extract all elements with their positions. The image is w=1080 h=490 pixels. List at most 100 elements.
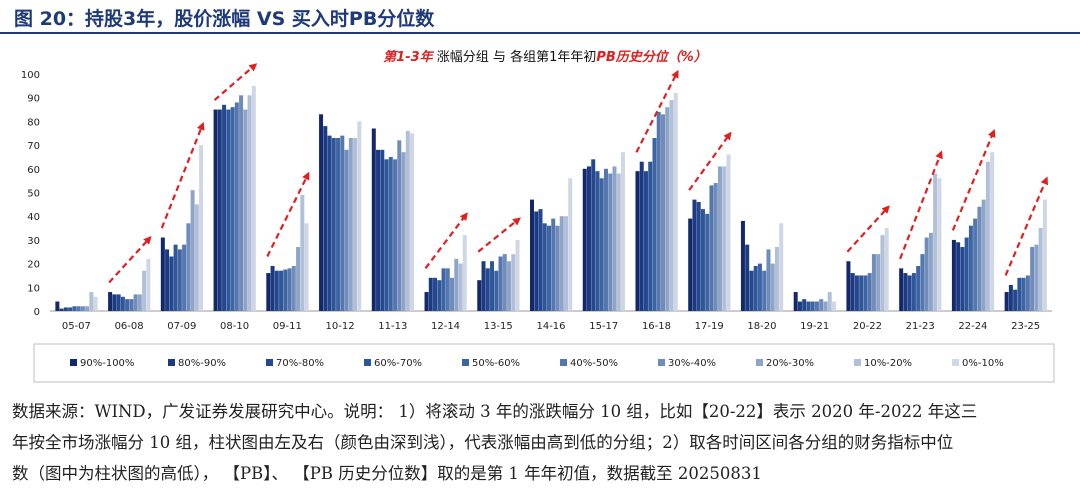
bar: [108, 292, 113, 311]
bar: [660, 114, 665, 311]
bar: [304, 223, 309, 311]
chart-title: 第1-3年 涨幅分组 与 各组第1年年初PB历史分位（%）: [383, 49, 707, 65]
bar: [846, 261, 851, 311]
bar: [327, 135, 332, 311]
bar: [511, 254, 516, 311]
bar: [709, 185, 714, 311]
x-tick-label: 05-07: [62, 321, 91, 332]
trend-arrow: [1004, 176, 1049, 276]
bar: [749, 270, 754, 311]
bar: [291, 265, 296, 311]
bar: [477, 280, 482, 311]
y-tick-label: 50: [27, 189, 40, 200]
bar: [279, 270, 284, 311]
x-axis: 05-07 06-08 07-09 08-10 09-11 10-12 11-13 12-14…: [62, 321, 1040, 332]
bar: [59, 308, 64, 311]
legend-label: 90%-100%: [80, 358, 134, 369]
bar: [639, 161, 644, 311]
bar: [194, 204, 199, 311]
bar: [239, 95, 244, 311]
bar: [745, 244, 750, 311]
bar: [485, 268, 490, 311]
bar: [740, 220, 745, 311]
source-line: 数（图中为柱状图的高低）， 【PB】、 【PB 历史分位数】取的是第 1 年年初…: [12, 464, 762, 483]
bar: [89, 292, 94, 311]
legend-label: 40%-50%: [570, 358, 618, 369]
bar: [1008, 284, 1013, 311]
bar: [916, 265, 921, 311]
x-tick-label: 10-12: [326, 321, 355, 332]
bar: [405, 130, 410, 311]
bar: [323, 126, 328, 311]
bar: [968, 225, 973, 311]
bar: [867, 273, 872, 311]
bar: [72, 306, 77, 311]
bar: [251, 85, 256, 311]
bar: [863, 275, 868, 311]
bar: [348, 137, 353, 311]
x-tick-label: 20-22: [853, 321, 882, 332]
figure-title: 图 20：持股3年，股价涨幅 VS 买入时PB分位数: [14, 8, 435, 30]
bar: [380, 149, 385, 311]
y-tick-label: 90: [27, 94, 40, 105]
bar: [547, 225, 551, 311]
bar: [635, 171, 640, 311]
bar: [165, 249, 170, 311]
bar: [920, 254, 925, 311]
bar: [981, 199, 986, 311]
bar: [397, 140, 402, 311]
x-tick-label: 16-18: [642, 321, 671, 332]
bar: [433, 277, 438, 311]
x-tick-label: 11-13: [378, 321, 407, 332]
bar: [665, 107, 670, 312]
y-tick-label: 100: [21, 70, 40, 81]
bar: [116, 294, 121, 311]
bar: [928, 232, 933, 311]
bar: [68, 307, 73, 311]
bar: [199, 145, 204, 311]
bar: [266, 273, 271, 311]
bar: [538, 209, 543, 311]
bar: [1004, 292, 1009, 311]
bar: [819, 299, 824, 311]
bar: [1042, 199, 1047, 311]
legend-box: [33, 343, 1055, 383]
bar: [55, 301, 60, 311]
bar: [376, 149, 381, 311]
bar: [559, 216, 564, 311]
trend-arrow: [266, 171, 310, 257]
trend-arrow: [688, 131, 732, 191]
bar: [1034, 244, 1039, 311]
bar: [401, 152, 406, 311]
legend-swatch: [854, 359, 861, 366]
legend-swatch: [658, 359, 665, 366]
bar: [112, 294, 117, 311]
bar: [357, 121, 362, 312]
x-tick-label: 15-17: [589, 321, 618, 332]
bar: [652, 137, 657, 311]
bar: [441, 268, 446, 311]
legend-swatch: [70, 359, 77, 366]
bar: [924, 237, 929, 311]
bar: [243, 109, 248, 311]
bar: [907, 275, 912, 311]
y-tick-label: 40: [27, 212, 40, 223]
bar: [757, 263, 762, 311]
bar: [458, 263, 463, 311]
bar: [599, 178, 604, 311]
bar: [424, 292, 429, 311]
bar: [762, 270, 767, 311]
bar: [384, 159, 389, 311]
bar-series: [55, 85, 1047, 312]
bar: [1038, 228, 1043, 311]
bar: [410, 133, 415, 311]
x-tick-label: 06-08: [115, 321, 144, 332]
y-tick-label: 10: [27, 283, 40, 294]
bar: [393, 159, 398, 311]
bar: [827, 292, 832, 311]
bar: [964, 237, 969, 311]
bar: [120, 296, 125, 311]
bar: [990, 152, 995, 311]
bar: [726, 154, 731, 311]
bar: [903, 273, 908, 311]
